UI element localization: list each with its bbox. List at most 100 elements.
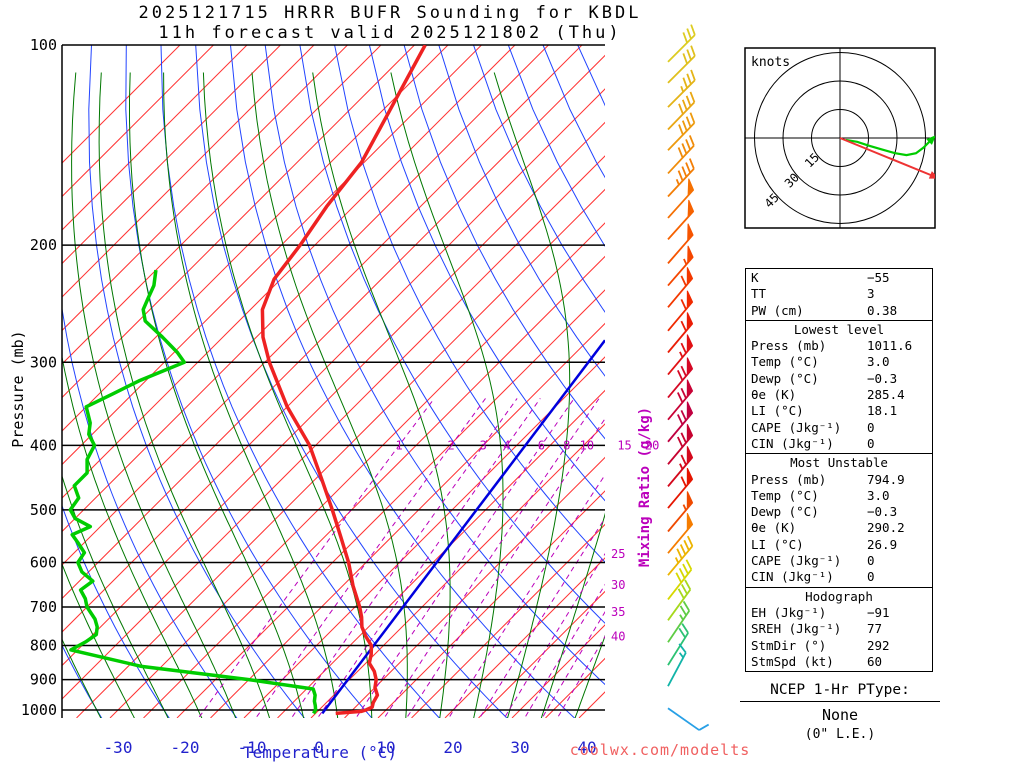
stats-row-value: 18.1 (867, 403, 898, 419)
stats-section-title: Hodograph (805, 588, 873, 604)
ptype-value: None (821, 706, 859, 724)
stats-row-label: Temp (°C) (751, 354, 819, 370)
pressure-grid-lines (61, 44, 605, 718)
stats-row-value: 292 (867, 637, 890, 653)
stats-row: CIN (Jkg⁻¹) 0 (746, 569, 932, 585)
mixing-ratio-label: 2 (448, 438, 455, 452)
pressure-axis-label: Pressure (mb) (9, 330, 27, 448)
pressure-tick-label: 500 (30, 501, 57, 519)
pressure-tick-label: 800 (30, 637, 57, 655)
pressure-tick-label: 900 (30, 671, 57, 689)
mixing-ratio-label: 30 (611, 578, 625, 592)
stats-row-label: θe (K) (751, 520, 797, 536)
isotherm-lines (62, 45, 605, 718)
stats-row-label: LI (°C) (751, 536, 804, 552)
watermark-link: coolwx.com/modelts (569, 741, 751, 759)
stats-panel: K −55 TT 3 PW (cm) 0.38 Lowest level Press (mb)… (745, 268, 933, 673)
stats-row-value: 3 (867, 286, 875, 302)
stats-row: LI (°C) 26.9 (746, 537, 932, 553)
mixing-ratio-label: 6 (538, 438, 545, 452)
mixing-ratio-label: 20 (645, 438, 659, 452)
stats-row: EH (Jkg⁻¹) −91 (746, 605, 932, 621)
stats-row-value: −55 (867, 270, 890, 285)
mixing-ratio-label: 4 (503, 438, 510, 452)
dewpoint-trace (68, 269, 318, 715)
stats-row: Temp (°C) 3.0 (746, 488, 932, 504)
stats-row-value: 0 (867, 569, 875, 585)
stats-row-value: 26.9 (867, 536, 898, 552)
stats-row-label: SREH (Jkg⁻¹) (751, 621, 842, 637)
stats-row-value: 1011.6 (867, 338, 913, 354)
ptype-note: (0" L.E.) (804, 727, 876, 742)
mixing-ratio-label: 10 (580, 438, 594, 452)
temperature-tick-label: -30 (104, 738, 133, 757)
stats-row: Press (mb) 1011.6 (746, 338, 932, 354)
pressure-tick-label: 400 (30, 436, 57, 454)
stats-row-value: 60 (867, 653, 883, 669)
stats-row: Dewp (°C) −0.3 (746, 371, 932, 387)
stats-section: Hodograph EH (Jkg⁻¹) −91 SREH (Jkg⁻¹) 77 StmD… (746, 586, 932, 671)
temperature-tick-label: 0 (314, 738, 324, 757)
mixing-ratio-label: 35 (611, 605, 625, 619)
stats-row-label: TT (751, 286, 767, 302)
pressure-tick-labels: 100 200 300 400 500 600 700 800 900 1000 (21, 36, 57, 719)
stats-row: θe (K) 285.4 (746, 387, 932, 403)
stats-row-label: Press (mb) (751, 471, 827, 487)
stats-row: CAPE (Jkg⁻¹) 0 (746, 420, 932, 436)
pressure-tick-label: 100 (30, 36, 57, 54)
stats-row-label: Dewp (°C) (751, 370, 819, 386)
stats-row-label: StmSpd (kt) (751, 653, 834, 669)
temperature-tick-label: 10 (376, 738, 395, 757)
stats-row-value: −0.3 (867, 504, 898, 520)
wind-barb-column (667, 24, 710, 731)
stats-section-title: Most Unstable (790, 455, 888, 471)
stats-row: StmSpd (kt) 60 (746, 654, 932, 670)
stats-row-value: 0 (867, 435, 875, 451)
stats-section: Lowest level Press (mb) 1011.6 Temp (°C) 3.0… (746, 319, 932, 453)
stats-row: CAPE (Jkg⁻¹) 0 (746, 553, 932, 569)
stats-row: Temp (°C) 3.0 (746, 354, 932, 370)
stats-row: TT 3 (746, 286, 932, 302)
pressure-tick-label: 600 (30, 553, 57, 571)
stats-row-value: −0.3 (867, 370, 898, 386)
mixing-ratio-label: 15 (617, 438, 631, 452)
mixing-ratio-labels: 1 2 3 4 6 8 10 15 20 25 30 35 40 (395, 438, 659, 643)
pressure-tick-label: 300 (30, 353, 57, 371)
background-lines (62, 45, 605, 718)
stats-row-value: −91 (867, 604, 890, 620)
temperature-tick-labels: -30 -20 -10 0 10 20 30 40 (104, 738, 597, 757)
mixing-ratio-label: 8 (563, 438, 570, 452)
stats-row-value: 0 (867, 553, 875, 569)
ptype-panel: NCEP 1-Hr PType: None (0" L.E.) (740, 682, 940, 742)
chart-title: 2025121715 HRRR BUFR Sounding for KBDL (138, 3, 642, 23)
hodograph-units-label: knots (751, 55, 790, 70)
stats-row: SREH (Jkg⁻¹) 77 (746, 621, 932, 637)
temperature-axis-label: Temperature (°C) (242, 743, 398, 762)
temperature-tick-label: -20 (171, 738, 200, 757)
stats-row-value: 3.0 (867, 487, 890, 503)
chart-subtitle: 11h forecast valid 2025121802 (Thu) (158, 23, 622, 43)
stats-row-label: K (751, 270, 759, 285)
stats-row: Dewp (°C) −0.3 (746, 504, 932, 520)
stats-row: PW (cm) 0.38 (746, 303, 932, 319)
mixing-ratio-label: 25 (611, 547, 625, 561)
stats-row-label: CIN (Jkg⁻¹) (751, 435, 834, 451)
stats-row-label: LI (°C) (751, 403, 804, 419)
temperature-tick-label: -10 (238, 738, 267, 757)
stats-row-value: 77 (867, 621, 883, 637)
stats-row: Press (mb) 794.9 (746, 472, 932, 488)
parcel-line (321, 339, 605, 715)
stats-row-value: 285.4 (867, 387, 905, 403)
stats-row-label: Press (mb) (751, 338, 827, 354)
temperature-tick-label: 30 (510, 738, 529, 757)
mixing-ratio-label: 40 (611, 630, 625, 644)
stats-row-label: CAPE (Jkg⁻¹) (751, 553, 842, 569)
hodograph-ring-label: 15 (802, 150, 822, 170)
pressure-tick-label: 700 (30, 598, 57, 616)
pressure-tick-label: 200 (30, 236, 57, 254)
mixing-ratio-label: 3 (480, 438, 487, 452)
ptype-title: NCEP 1-Hr PType: (740, 682, 940, 702)
hodograph-ring-label: 45 (762, 191, 782, 211)
